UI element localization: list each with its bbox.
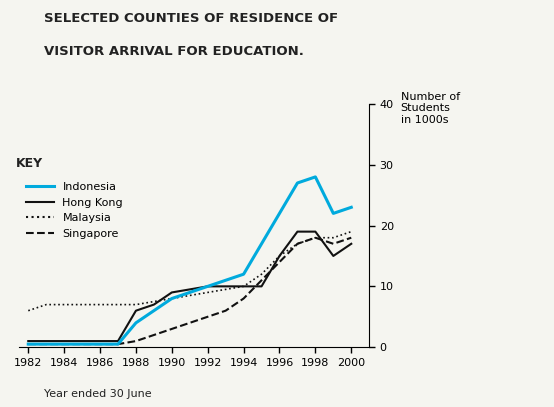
Legend: Indonesia, Hong Kong, Malaysia, Singapore: Indonesia, Hong Kong, Malaysia, Singapor… [22,177,127,243]
Text: KEY: KEY [16,158,43,171]
Text: Year ended 30 June: Year ended 30 June [44,389,152,399]
Text: VISITOR ARRIVAL FOR EDUCATION.: VISITOR ARRIVAL FOR EDUCATION. [44,45,304,58]
Text: SELECTED COUNTIES OF RESIDENCE OF: SELECTED COUNTIES OF RESIDENCE OF [44,12,338,25]
Text: Number of
Students
in 1000s: Number of Students in 1000s [401,92,460,125]
